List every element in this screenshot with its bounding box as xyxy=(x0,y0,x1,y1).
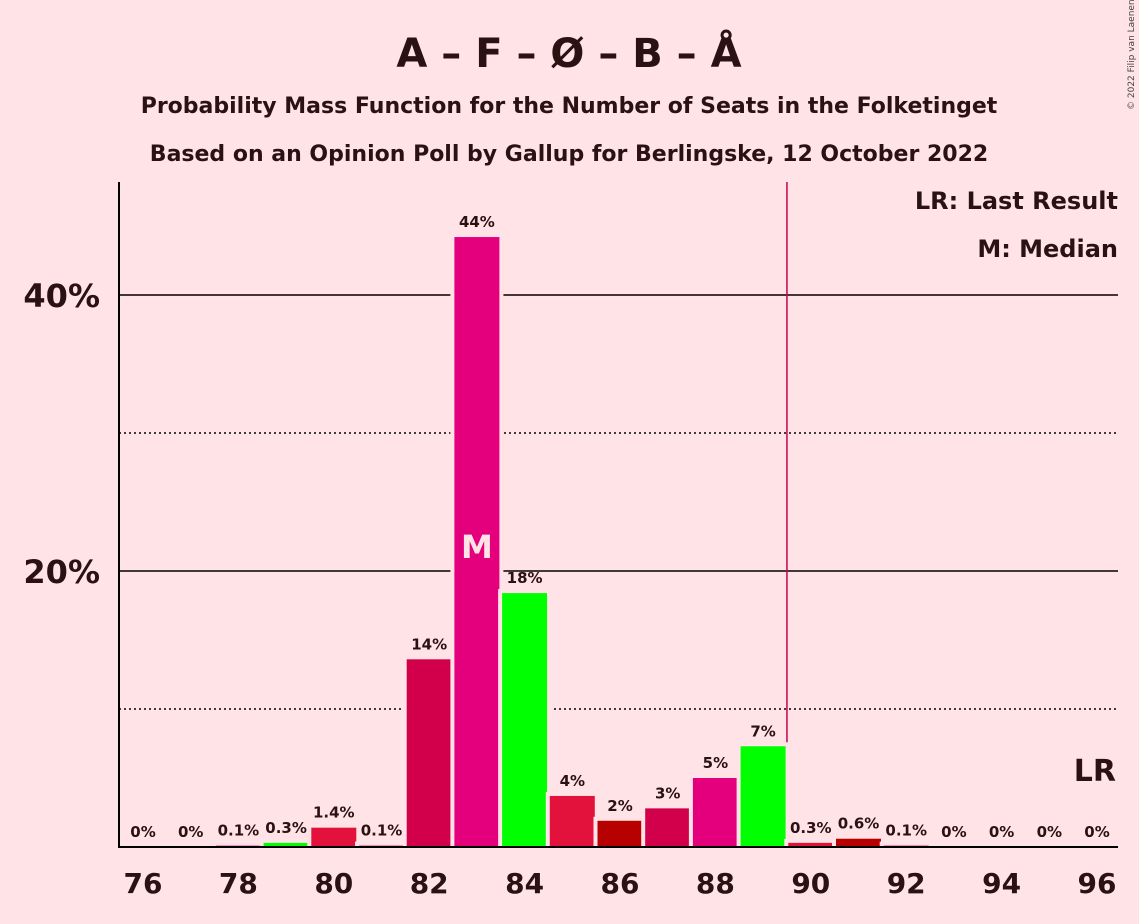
value-label-90: 0.3% xyxy=(790,819,832,837)
value-label-78: 0.1% xyxy=(218,822,260,840)
value-label-79: 0.3% xyxy=(265,819,307,837)
x-tick-label: 96 xyxy=(1078,867,1117,900)
x-tick-label: 82 xyxy=(410,867,449,900)
median-marker: M xyxy=(461,528,493,566)
bar-gap xyxy=(211,841,265,847)
bar-89 xyxy=(740,746,786,847)
bar-gap xyxy=(355,841,408,847)
value-label-80: 1.4% xyxy=(313,804,355,822)
legend-last-result: LR: Last Result xyxy=(915,187,1118,215)
value-label-86: 2% xyxy=(607,797,632,815)
chart-subtitle-2: Based on an Opinion Poll by Gallup for B… xyxy=(150,142,988,167)
grid-lines xyxy=(119,182,1118,847)
x-tick-label: 94 xyxy=(982,867,1021,900)
legend-median: M: Median xyxy=(977,235,1118,263)
x-tick-label: 92 xyxy=(887,867,926,900)
value-label-93: 0% xyxy=(941,823,966,841)
bar-84 xyxy=(502,593,548,847)
axes: 20% 40% 76 78 80 82 84 86 88 90 92 94 96 xyxy=(23,182,1118,900)
x-tick-label: 84 xyxy=(505,867,544,900)
bar-87 xyxy=(645,808,691,847)
last-result-marker: LR xyxy=(1074,754,1116,789)
value-label-96: 0% xyxy=(1084,823,1109,841)
value-label-87: 3% xyxy=(655,784,680,802)
value-labels: 0% 0% 0.1% 0.3% 1.4% 0.1% 14% 44% 18% 4% 2% 3% 5% 7% 0… xyxy=(130,213,1116,841)
bar-series xyxy=(211,233,933,848)
value-label-88: 5% xyxy=(703,754,728,772)
bar-82 xyxy=(406,659,452,847)
bar-79 xyxy=(263,842,309,847)
bar-86 xyxy=(597,820,643,847)
value-label-83: 44% xyxy=(459,213,495,231)
value-label-89: 7% xyxy=(750,722,775,740)
value-label-92: 0.1% xyxy=(885,822,927,840)
bar-83 xyxy=(454,237,500,848)
x-tick-label: 88 xyxy=(696,867,735,900)
value-label-82: 14% xyxy=(411,635,447,653)
value-label-95: 0% xyxy=(1037,823,1062,841)
value-label-84: 18% xyxy=(507,569,543,587)
bar-gap xyxy=(879,841,933,847)
bar-88 xyxy=(692,778,738,847)
y-tick-label: 20% xyxy=(23,553,100,591)
bar-90 xyxy=(788,842,834,847)
bar-80 xyxy=(311,827,357,847)
bar-91 xyxy=(836,838,881,847)
value-label-77: 0% xyxy=(178,823,203,841)
chart-title: A – F – Ø – B – Å xyxy=(396,28,741,77)
bar-85 xyxy=(549,795,595,847)
y-tick-label: 40% xyxy=(23,277,100,315)
copyright-text: © 2022 Filip van Laenen xyxy=(1127,0,1137,110)
chart-subtitle-1: Probability Mass Function for the Number… xyxy=(141,94,998,119)
value-label-91: 0.6% xyxy=(838,815,880,833)
x-tick-label: 76 xyxy=(124,867,163,900)
x-tick-label: 78 xyxy=(219,867,258,900)
x-tick-label: 86 xyxy=(601,867,640,900)
value-label-81: 0.1% xyxy=(361,822,403,840)
value-label-94: 0% xyxy=(989,823,1014,841)
x-tick-label: 80 xyxy=(314,867,353,900)
value-label-85: 4% xyxy=(560,772,585,790)
x-tick-label: 90 xyxy=(791,867,830,900)
value-label-76: 0% xyxy=(130,823,155,841)
